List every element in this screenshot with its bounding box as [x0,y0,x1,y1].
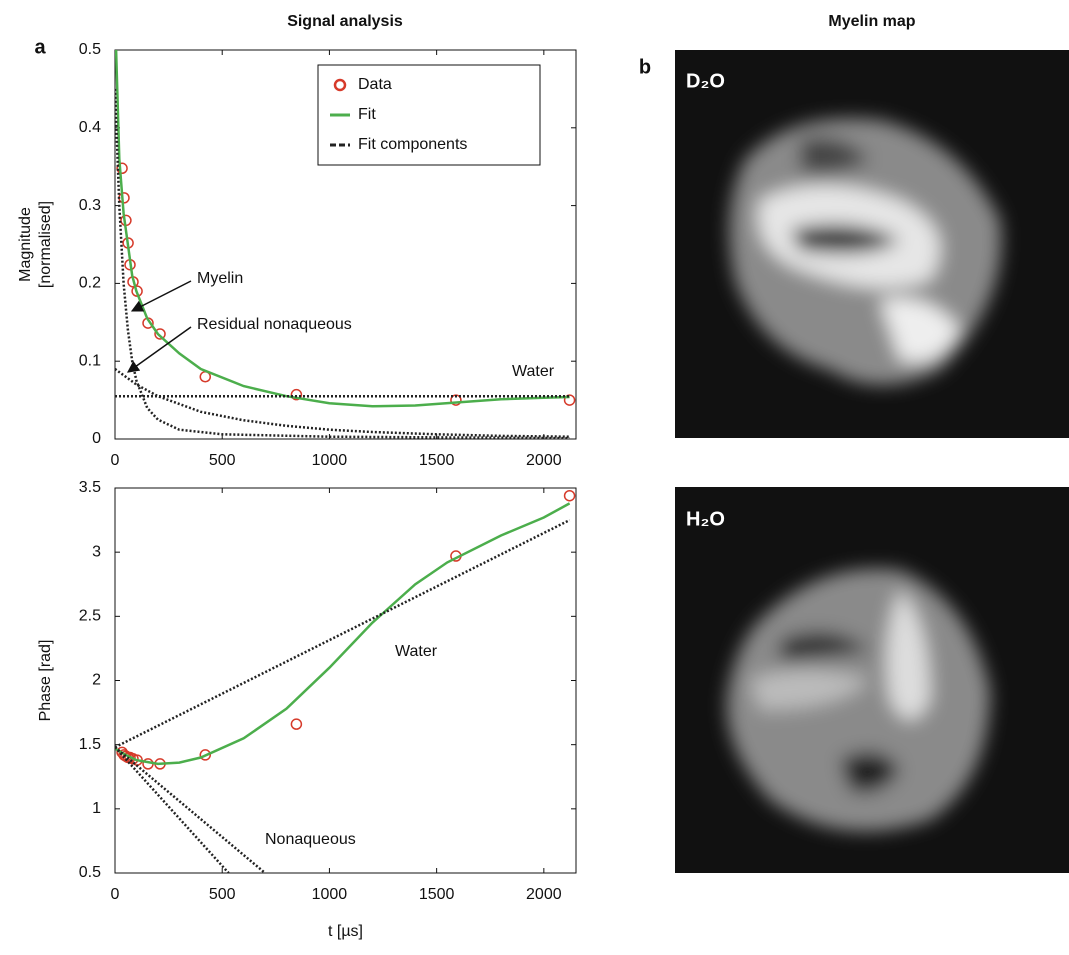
panel-label: a [34,36,46,58]
x-tick-label: 500 [209,886,236,903]
annotation: Water [395,643,438,660]
legend-label: Data [358,76,392,93]
x-tick-label: 1500 [419,886,455,903]
annotation-arrow [127,326,192,373]
fit-line [115,502,571,766]
x-axis-label: t [µs] [328,923,363,940]
x-tick-label: 2000 [526,886,562,903]
x-tick-label: 1500 [419,452,455,469]
component-line [115,518,571,749]
data-point [563,489,576,502]
y-tick-label: 0.4 [79,119,101,136]
fit-line [115,50,570,408]
y-tick-label: 0.5 [79,41,101,58]
y-tick-label: 0.5 [79,864,101,881]
plot-area [114,49,577,440]
x-tick-label: 0 [111,886,120,903]
annotation: Water [512,363,555,380]
legend-label: Fit [358,106,376,123]
data-point [290,718,303,730]
panel-title: Myelin map [828,13,915,30]
data-point [290,388,303,401]
y-tick-label: 3.5 [79,479,101,496]
x-tick-label: 500 [209,452,236,469]
y-axis-label: [normalised] [37,201,54,288]
myelin-image: H₂O [675,487,1069,873]
annotation: Myelin [197,270,243,287]
legend-box [317,64,541,166]
x-tick-label: 1000 [312,886,348,903]
annotation-arrow [130,280,192,312]
x-tick-label: 1000 [312,452,348,469]
data-point [199,749,212,761]
legend-marker [333,78,347,92]
image-content [729,118,1002,385]
y-tick-label: 2 [92,672,101,689]
y-axis-label: Magnitude [17,207,34,282]
y-tick-label: 1 [92,800,101,817]
data-point [154,328,166,340]
y-tick-label: 3 [92,543,101,560]
x-tick-label: 0 [111,452,120,469]
x-tick-label: 2000 [526,452,562,469]
image-label: H₂O [686,508,725,530]
component-line [115,367,570,438]
y-tick-label: 0.1 [79,352,101,369]
plot-area [114,487,577,874]
annotation: Nonaqueous [265,831,356,848]
panel-title: Signal analysis [287,13,403,30]
y-tick-label: 1.5 [79,736,101,753]
data-point [563,394,576,406]
y-tick-label: 0.3 [79,197,101,214]
y-tick-label: 0.2 [79,275,101,292]
myelin-image: D₂O [675,50,1069,438]
component-line [115,746,266,873]
component-line [115,88,570,439]
image-label: D₂O [686,70,725,92]
data-point [118,192,130,204]
panel-label: b [639,56,651,78]
legend-label: Fit components [358,136,467,153]
y-tick-label: 2.5 [79,608,101,625]
component-line [115,746,230,873]
y-axis-label: Phase [rad] [37,640,54,722]
y-tick-label: 0 [92,430,101,447]
data-point [116,162,128,175]
image-content [726,568,990,832]
annotation: Residual nonaqueous [197,316,352,333]
